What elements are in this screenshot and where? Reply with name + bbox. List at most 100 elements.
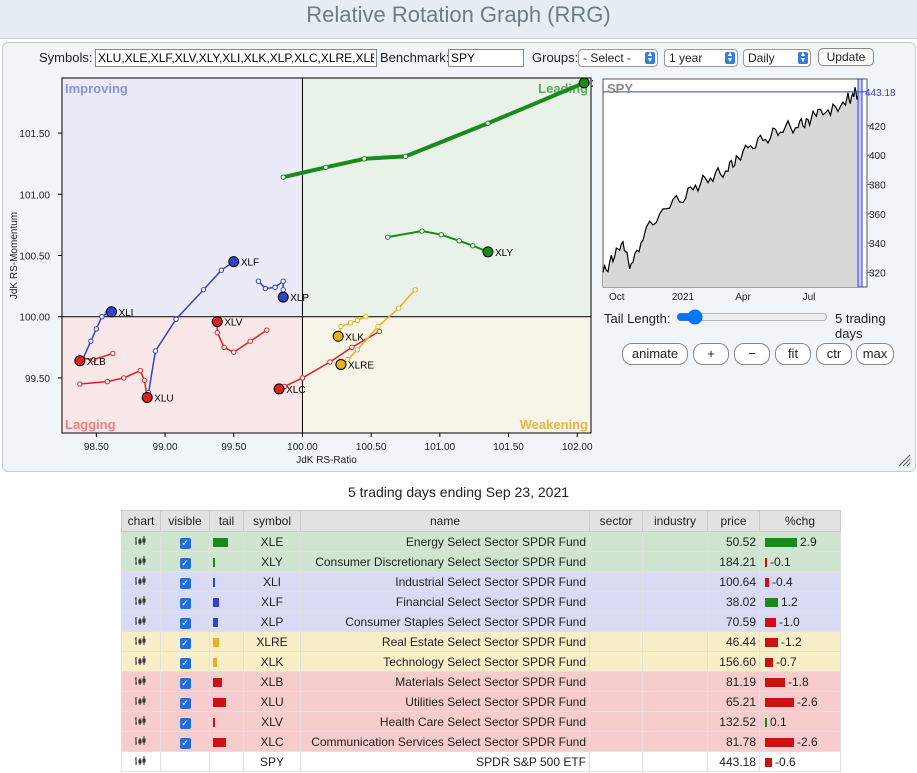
chart-cell[interactable] — [121, 731, 161, 752]
candlestick-chart-icon[interactable] — [134, 715, 148, 726]
visible-cell[interactable] — [160, 751, 210, 772]
tail-color-swatch — [213, 537, 228, 547]
groups-select[interactable]: - Select - ▲ ▼ — [578, 49, 658, 67]
visible-cell[interactable]: ✓ — [160, 711, 210, 732]
candlestick-chart-icon[interactable] — [134, 695, 148, 706]
column-header-visible[interactable]: visible — [160, 510, 210, 532]
visible-checkbox[interactable]: ✓ — [179, 557, 191, 569]
tail-point-xle — [323, 164, 329, 171]
chart-cell[interactable] — [121, 711, 161, 732]
zoom-in-button[interactable]: + — [693, 343, 729, 365]
visible-cell[interactable]: ✓ — [160, 691, 210, 712]
visible-cell[interactable]: ✓ — [160, 731, 210, 752]
table-row[interactable]: ✓ XLY Consumer Discretionary Select Sector… — [121, 551, 841, 572]
title-bar: Relative Rotation Graph (RRG) — [0, 0, 917, 39]
y-tick-label: 101.50 — [19, 129, 50, 140]
tail-point-xlp — [280, 278, 286, 284]
tail-point-xlre — [375, 323, 381, 330]
tail-point-xlu — [141, 377, 148, 384]
candlestick-chart-icon[interactable] — [134, 535, 148, 546]
visible-cell[interactable]: ✓ — [160, 591, 210, 612]
visible-cell[interactable]: ✓ — [160, 671, 210, 692]
chart-cell[interactable] — [121, 751, 161, 772]
animate-button[interactable]: animate — [622, 343, 688, 365]
visible-checkbox[interactable]: ✓ — [179, 657, 191, 669]
column-header-price[interactable]: price — [707, 510, 760, 532]
resize-handle-icon[interactable] — [897, 453, 911, 467]
visible-cell[interactable]: ✓ — [160, 611, 210, 632]
visible-checkbox[interactable]: ✓ — [179, 737, 191, 749]
table-row[interactable]: ✓ XLI Industrial Select Sector SPDR Fund 10… — [121, 571, 841, 592]
candlestick-chart-icon[interactable] — [134, 635, 148, 646]
fit-button[interactable]: fit — [775, 343, 811, 365]
visible-checkbox[interactable]: ✓ — [179, 537, 191, 549]
table-row[interactable]: ✓ XLV Health Care Select Sector SPDR Fund 1… — [121, 711, 841, 732]
chart-cell[interactable] — [121, 571, 161, 592]
visible-checkbox[interactable]: ✓ — [179, 637, 191, 649]
table-row[interactable]: ✓ XLP Consumer Staples Select Sector SPDR … — [121, 611, 841, 632]
symbols-input[interactable] — [95, 49, 377, 67]
visible-checkbox[interactable]: ✓ — [179, 597, 191, 609]
chart-cell[interactable] — [121, 531, 161, 552]
visible-cell[interactable]: ✓ — [160, 551, 210, 572]
chart-cell[interactable] — [121, 631, 161, 652]
visible-checkbox[interactable]: ✓ — [179, 617, 191, 629]
pct-change-bar — [765, 557, 767, 567]
candlestick-chart-icon[interactable] — [134, 615, 148, 626]
column-header-symbol[interactable]: symbol — [243, 510, 301, 532]
candlestick-chart-icon[interactable] — [134, 735, 148, 746]
visible-cell[interactable]: ✓ — [160, 571, 210, 592]
table-row[interactable]: ✓ XLU Utilities Select Sector SPDR Fund 65.… — [121, 691, 841, 712]
symbol-cell: XLC — [243, 731, 301, 752]
zoom-out-button[interactable]: − — [734, 343, 770, 365]
table-row[interactable]: ✓ XLF Financial Select Sector SPDR Fund 38.… — [121, 591, 841, 612]
candlestick-chart-icon[interactable] — [134, 595, 148, 606]
visible-checkbox[interactable]: ✓ — [179, 577, 191, 589]
candlestick-chart-icon[interactable] — [134, 675, 148, 686]
tail-point-xlc — [349, 344, 355, 351]
visible-checkbox[interactable]: ✓ — [179, 677, 191, 689]
tail-cell — [209, 611, 244, 632]
visible-cell[interactable]: ✓ — [160, 631, 210, 652]
table-row[interactable]: ✓ XLB Materials Select Sector SPDR Fund 81.… — [121, 671, 841, 692]
candlestick-chart-icon[interactable] — [134, 655, 148, 666]
column-header-name[interactable]: name — [300, 510, 590, 532]
table-row[interactable]: ✓ XLC Communication Services Select Sector… — [121, 731, 841, 752]
chart-cell[interactable] — [121, 591, 161, 612]
column-header-industry[interactable]: industry — [642, 510, 708, 532]
chart-cell[interactable] — [121, 611, 161, 632]
visible-cell[interactable]: ✓ — [160, 651, 210, 672]
center-button[interactable]: ctr — [816, 343, 852, 365]
spy-tail-highlight — [857, 78, 863, 288]
column-header-sector[interactable]: sector — [589, 510, 643, 532]
update-button[interactable]: Update — [818, 48, 874, 66]
frequency-select[interactable]: Daily ▲ ▼ — [743, 49, 811, 67]
benchmark-input[interactable] — [448, 49, 524, 67]
max-button[interactable]: max — [856, 343, 894, 365]
candlestick-chart-icon[interactable] — [134, 575, 148, 586]
tail-length-slider[interactable] — [676, 309, 828, 325]
chart-cell[interactable] — [121, 671, 161, 692]
candlestick-chart-icon[interactable] — [134, 555, 148, 566]
pct-change-cell: -1.0 — [759, 611, 841, 632]
table-row[interactable]: SPY SPDR S&P 500 ETF 443.18 -0.6 — [121, 751, 841, 772]
name-cell: Real Estate Select Sector SPDR Fund — [300, 631, 590, 652]
pct-change-value: 2.9 — [800, 534, 817, 549]
visible-checkbox[interactable]: ✓ — [179, 697, 191, 709]
visible-cell[interactable]: ✓ — [160, 531, 210, 552]
tail-cell — [209, 691, 244, 712]
chart-cell[interactable] — [121, 551, 161, 572]
column-header-chart[interactable]: chart — [121, 510, 161, 532]
column-header-tail[interactable]: tail — [209, 510, 244, 532]
table-row[interactable]: ✓ XLE Energy Select Sector SPDR Fund 50.52 2… — [121, 531, 841, 552]
chart-cell[interactable] — [121, 691, 161, 712]
x-tick-label: 101.00 — [425, 442, 456, 453]
chart-cell[interactable] — [121, 651, 161, 672]
column-header-pctchg[interactable]: %chg — [759, 510, 841, 532]
table-row[interactable]: ✓ XLRE Real Estate Select Sector SPDR Fund… — [121, 631, 841, 652]
table-row[interactable]: ✓ XLK Technology Select Sector SPDR Fund 15… — [121, 651, 841, 672]
period-select[interactable]: 1 year ▲ ▼ — [664, 49, 738, 67]
visible-checkbox[interactable]: ✓ — [179, 717, 191, 729]
candlestick-chart-icon[interactable] — [134, 755, 148, 766]
